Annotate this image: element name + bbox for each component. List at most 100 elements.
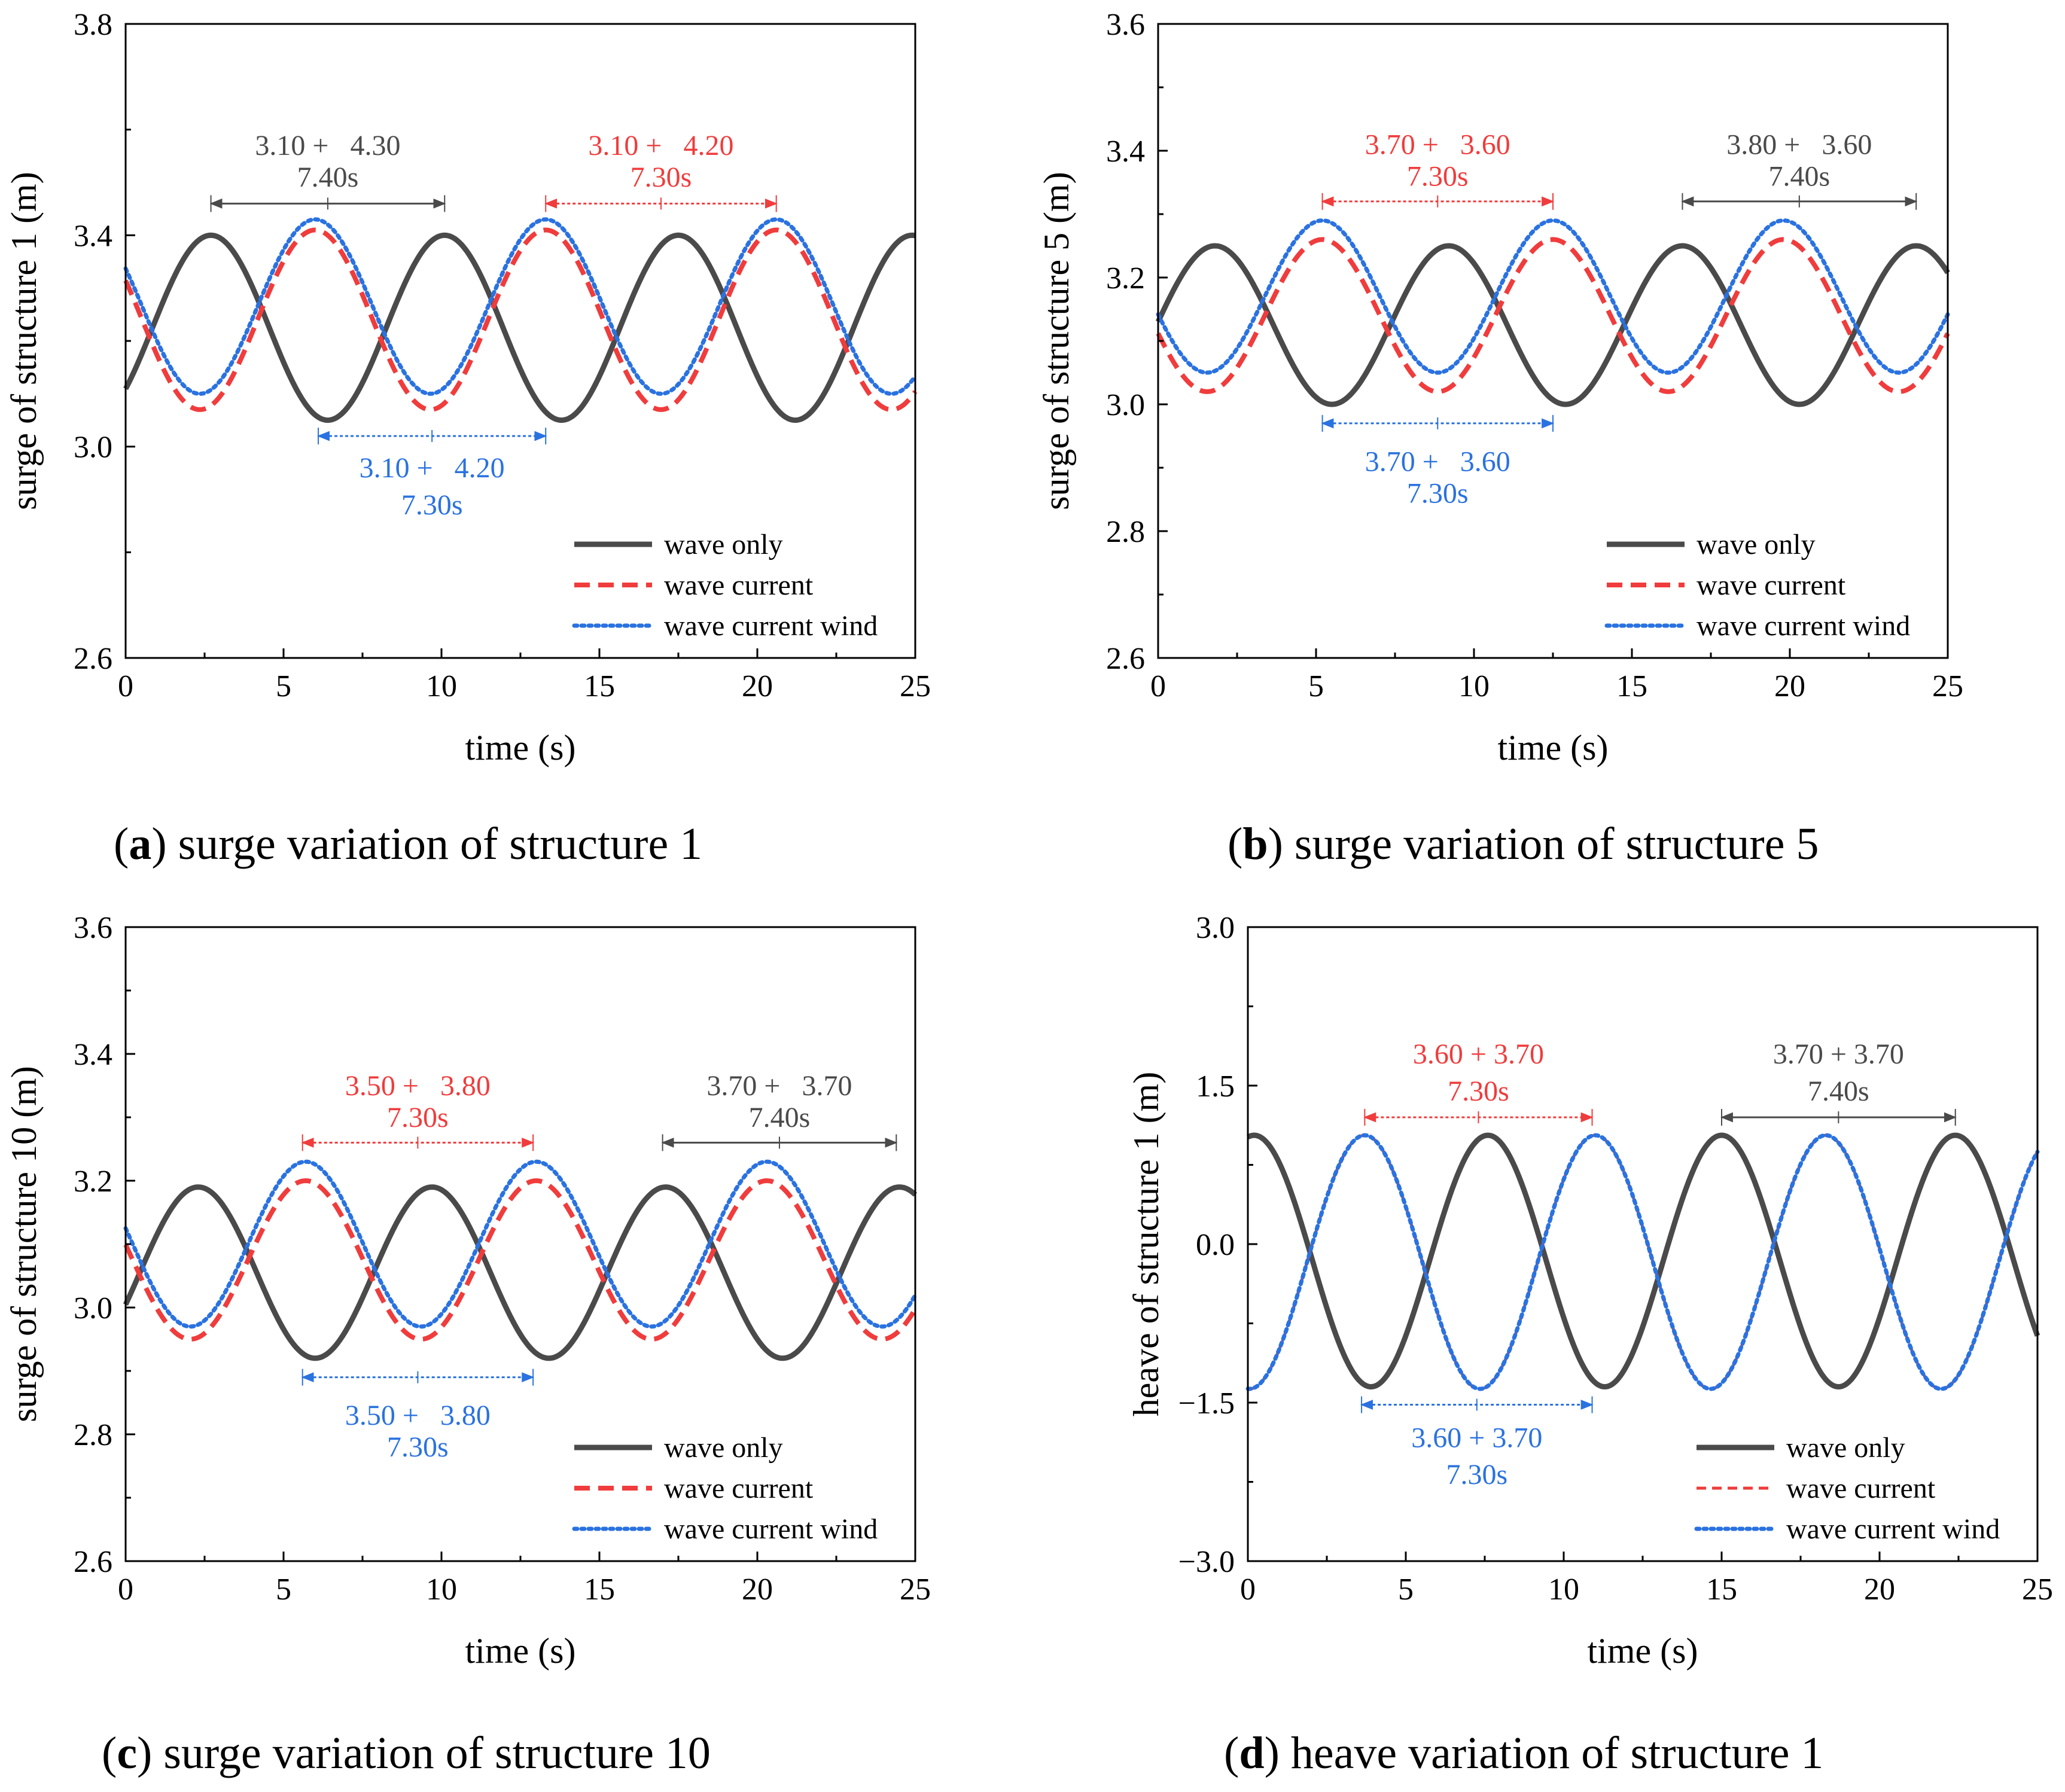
y-tick-label-c-0: 2.6: [74, 1545, 112, 1579]
y-tick-label-a-0: 2.6: [74, 642, 112, 676]
series-c-wave-only: [123, 1184, 918, 1361]
x-tick-label-b-1: 5: [1308, 669, 1324, 703]
caption-a: (a) surge variation of structure 1: [114, 819, 703, 869]
chart-panel-a: 0 5 10 15 20 25 2.6 3.0 3.4 3.8 time (s) surge of s…: [0, 0, 1032, 813]
caption-d-text: heave variation of structure 1: [1290, 1728, 1824, 1778]
series-c-wave-current-wind: [123, 1159, 918, 1329]
x-tick-label-a-4: 20: [742, 669, 773, 703]
period-label-total-a-1: 7.30s: [631, 161, 692, 193]
x-tick-label-b-3: 15: [1616, 669, 1647, 703]
x-tick-label-a-0: 0: [118, 669, 133, 703]
y-axis-label-c: surge of structure 10 (m): [4, 1066, 44, 1422]
series-c-wave-current: [123, 1178, 918, 1342]
y-tick-label-d-1: −1.5: [1178, 1386, 1235, 1421]
x-tick-label-c-3: 15: [584, 1572, 615, 1607]
caption-c-letter: c: [117, 1728, 138, 1778]
x-tick-label-c-0: 0: [118, 1572, 133, 1607]
y-axis-label-b: surge of structure 5 (m): [1037, 172, 1076, 510]
y-tick-label-c-5: 3.6: [74, 911, 112, 945]
period-label-total-d-2: 7.30s: [1446, 1459, 1507, 1491]
chart-panel-d: 0 5 10 15 20 25 −3.0 −1.5 0.0 1.5 3.0 time (s) heave…: [1032, 903, 2065, 1717]
x-tick-label-d-3: 15: [1706, 1572, 1737, 1607]
period-label-total-c-0: 7.30s: [387, 1102, 449, 1133]
x-tick-label-c-5: 25: [900, 1572, 931, 1607]
period-label-sum-c-0: 3.50 + 3.80: [345, 1070, 491, 1102]
y-tick-label-c-1: 2.8: [74, 1418, 112, 1452]
series-d-wave-current-wind: [1245, 1133, 2040, 1391]
caption-a-letter: a: [129, 819, 152, 869]
x-tick-label-b-0: 0: [1150, 669, 1166, 703]
x-tick-label-b-5: 25: [1932, 669, 1963, 703]
x-axis-label-a: time (s): [465, 728, 576, 767]
period-label-sum-a-1: 3.10 + 4.20: [588, 130, 733, 161]
period-label-total-c-1: 7.40s: [749, 1102, 811, 1133]
period-label-sum-c-2: 3.50 + 3.80: [345, 1400, 491, 1431]
legend-label-d-1: wave current: [1786, 1473, 1936, 1504]
period-label-total-c-2: 7.30s: [387, 1431, 449, 1463]
x-tick-label-b-2: 10: [1458, 669, 1490, 703]
period-label-sum-d-0: 3.60 + 3.70: [1413, 1038, 1544, 1070]
x-tick-label-a-1: 5: [276, 669, 291, 703]
period-label-sum-b-0: 3.70 + 3.60: [1365, 129, 1510, 160]
caption-d: (d) heave variation of structure 1: [1224, 1728, 1824, 1778]
x-axis-label-c: time (s): [465, 1631, 576, 1671]
series-b-wave-only: [1155, 243, 1950, 407]
caption-b-text: surge variation of structure 5: [1294, 819, 1819, 869]
y-tick-label-b-2: 3.0: [1106, 388, 1145, 422]
caption-b: (b) surge variation of structure 5: [1228, 819, 1819, 869]
axes-frame-d: [1247, 926, 2039, 1562]
series-a-wave-only: [123, 232, 917, 423]
y-tick-label-d-2: 0.0: [1196, 1228, 1235, 1262]
x-tick-label-c-1: 5: [276, 1572, 291, 1607]
period-label-sum-b-2: 3.70 + 3.60: [1365, 446, 1510, 477]
legend-label-b-1: wave current: [1697, 569, 1846, 601]
caption-c: (c) surge variation of structure 10: [102, 1728, 711, 1778]
chart-panel-c: 0 5 10 15 20 25 2.6 2.8 3.0 3.2 3.4 3.6 time (s) surg…: [0, 903, 1032, 1717]
y-tick-label-b-3: 3.2: [1106, 261, 1145, 295]
y-tick-label-b-4: 3.4: [1106, 135, 1145, 169]
legend-label-a-2: wave current wind: [664, 610, 878, 642]
x-tick-label-d-5: 25: [2022, 1572, 2053, 1607]
legend-label-d-2: wave current wind: [1786, 1513, 2000, 1545]
period-label-total-b-1: 7.40s: [1768, 160, 1830, 192]
x-tick-label-d-2: 10: [1548, 1572, 1579, 1607]
series-b-wave-current-wind: [1156, 218, 1950, 375]
x-tick-label-a-3: 15: [584, 669, 615, 703]
x-tick-label-a-5: 25: [900, 669, 931, 703]
caption-d-letter: d: [1239, 1728, 1265, 1778]
caption-a-text: surge variation of structure 1: [178, 819, 703, 869]
period-label-sum-c-1: 3.70 + 3.70: [706, 1070, 852, 1102]
legend-label-a-0: wave only: [664, 529, 783, 560]
series-a-wave-current-wind: [123, 217, 918, 396]
legend-label-c-0: wave only: [664, 1432, 783, 1464]
y-tick-label-b-1: 2.8: [1106, 515, 1145, 549]
legend-label-b-0: wave only: [1697, 529, 1816, 560]
y-axis-label-d: heave of structure 1 (m): [1126, 1072, 1166, 1416]
period-label-total-d-1: 7.40s: [1808, 1075, 1869, 1107]
x-tick-label-c-4: 20: [742, 1572, 773, 1607]
x-tick-label-d-1: 5: [1398, 1572, 1414, 1607]
period-label-sum-b-1: 3.80 + 3.60: [1726, 129, 1872, 160]
period-label-sum-d-1: 3.70 + 3.70: [1773, 1038, 1904, 1070]
x-axis-label-d: time (s): [1588, 1631, 1698, 1671]
legend-label-c-2: wave current wind: [664, 1513, 878, 1545]
period-label-sum-d-2: 3.60 + 3.70: [1411, 1422, 1542, 1453]
period-label-sum-a-0: 3.10 + 4.30: [255, 130, 400, 161]
x-tick-label-d-4: 20: [1864, 1572, 1895, 1607]
period-label-total-b-2: 7.30s: [1407, 477, 1469, 509]
legend-label-d-0: wave only: [1786, 1432, 1905, 1464]
legend-label-b-2: wave current wind: [1697, 610, 1910, 642]
x-tick-label-a-2: 10: [426, 669, 457, 703]
x-axis-label-b: time (s): [1498, 728, 1609, 767]
legend-label-a-1: wave current: [664, 569, 814, 601]
y-tick-label-d-3: 1.5: [1196, 1069, 1235, 1104]
caption-c-text: surge variation of structure 10: [163, 1728, 711, 1778]
legend-label-c-1: wave current: [664, 1473, 814, 1504]
x-tick-label-c-2: 10: [426, 1572, 457, 1607]
y-axis-label-a: surge of structure 1 (m): [4, 172, 44, 510]
x-tick-label-d-0: 0: [1240, 1572, 1256, 1607]
y-tick-label-b-0: 2.6: [1106, 642, 1145, 676]
y-tick-label-a-2: 3.4: [74, 219, 112, 253]
period-label-total-a-0: 7.40s: [297, 161, 359, 193]
y-tick-label-c-2: 3.0: [74, 1291, 112, 1325]
